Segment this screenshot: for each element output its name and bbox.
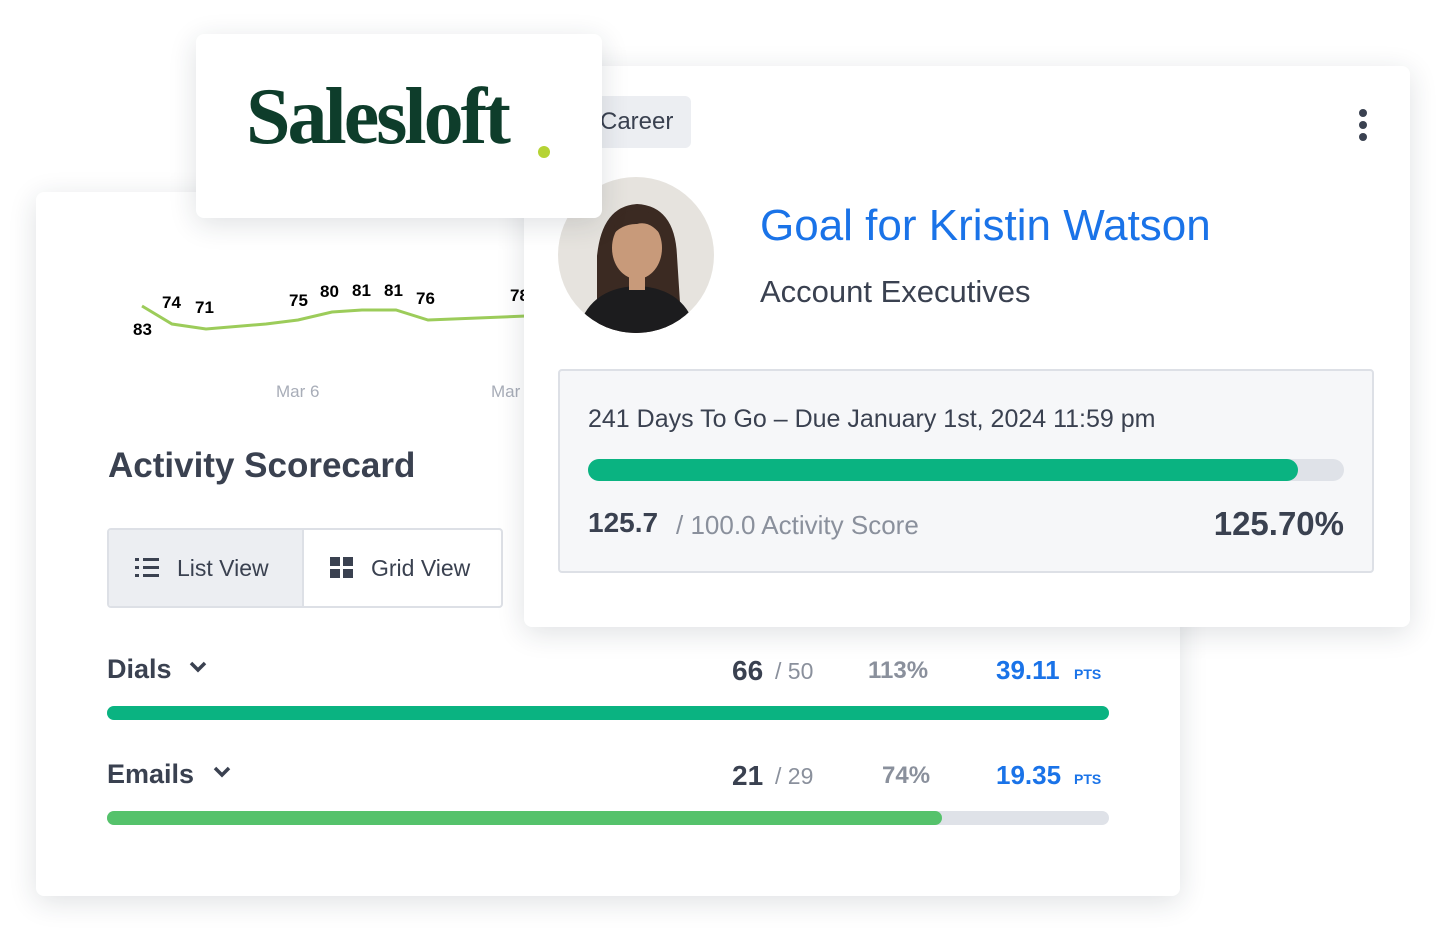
list-view-button[interactable]: List View [109,530,304,606]
row-progress-fill [107,706,1109,720]
goal-progress-panel: 241 Days To Go – Due January 1st, 2024 1… [558,369,1374,573]
point-label: 80 [320,282,339,301]
kebab-menu[interactable] [1356,108,1370,144]
chevron[interactable] [212,765,232,779]
view-label: Grid View [371,555,471,581]
row-unit: PTS [1074,666,1102,682]
row-count: 21 [732,760,764,791]
row-name[interactable]: Dials [107,654,172,684]
trend-path [141,304,527,331]
point-label: 71 [195,298,214,317]
point-label: 75 [289,291,308,310]
x-label: Mar [491,382,521,401]
goal-percent: 125.70% [1213,505,1344,542]
row-percent: 74% [882,762,931,789]
row-count: 66 [732,655,764,686]
row-points: 19.35 [996,760,1062,790]
logo-card: Salesloft [196,34,602,218]
list-icon [135,558,159,577]
row-progress-track [107,706,1109,720]
row-progress-fill [107,811,942,825]
trend-line [141,304,527,331]
point-label: 81 [352,281,371,300]
point-label: 83 [133,320,152,339]
view-toggle: List View Grid View [107,528,503,608]
goal-subtitle: Account Executives [760,274,1031,309]
goal-card: Career Goal for Kristin Watson Account E… [524,66,1410,627]
chevron[interactable] [188,660,208,674]
row-unit: PTS [1074,771,1102,787]
row-progress-track [107,811,1109,825]
row-name[interactable]: Emails [107,759,195,789]
goal-due: 241 Days To Go – Due January 1st, 2024 1… [588,405,1156,433]
goal-target: / 100.0 Activity Score [676,510,919,540]
point-label: 74 [162,293,181,312]
row-points: 39.11 [996,655,1060,685]
goal-progress-fill [588,459,1298,481]
row-target: / 50 [775,658,814,684]
logo-text: Salesloft [246,73,511,161]
row-target: / 29 [775,763,814,789]
goal-score: 125.7 [588,507,659,538]
row-percent: 113% [868,657,929,684]
x-label: Mar 6 [276,382,320,401]
point-label: 81 [384,281,403,300]
logo-dot [538,146,550,158]
point-label: 76 [416,289,435,308]
grid-view-button[interactable]: Grid View [304,530,501,606]
goal-title: Goal for Kristin Watson [760,201,1211,250]
grid-icon [330,557,353,578]
goal-progress-track [588,459,1344,481]
scorecard-title: Activity Scorecard [108,446,416,485]
view-label: List View [177,555,269,581]
